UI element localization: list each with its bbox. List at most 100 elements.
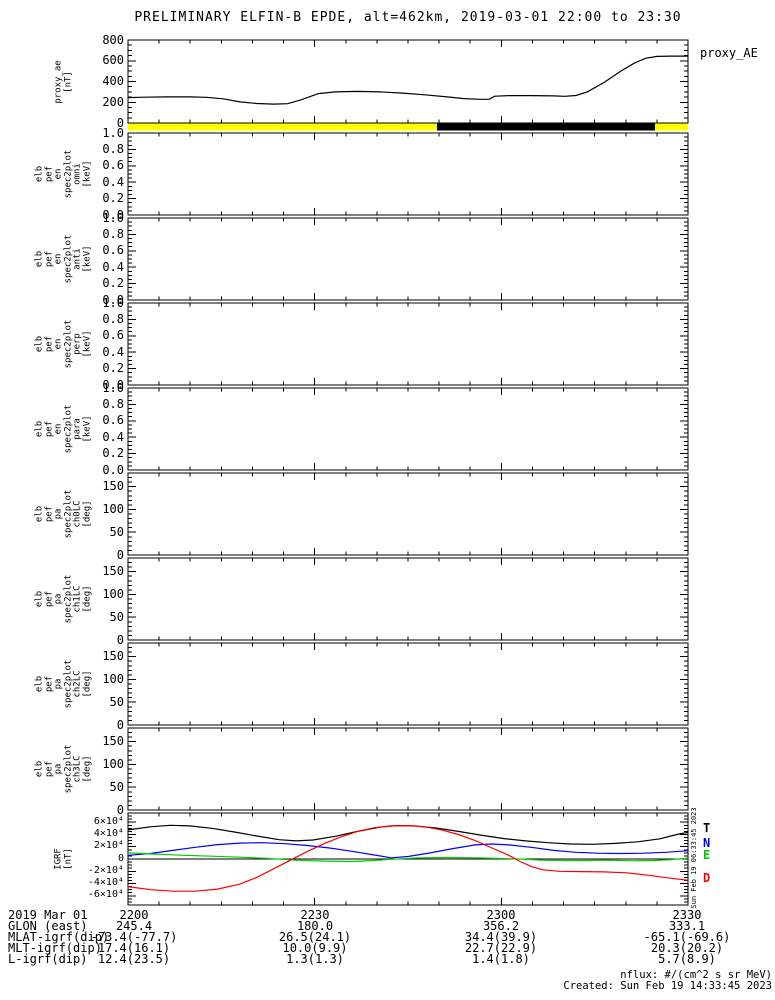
ytick-label: 0 (116, 632, 124, 647)
row-value: 356.2 (482, 919, 520, 933)
panel-en-spec2plot-para (127, 387, 689, 471)
orbit-band-segment (128, 123, 438, 131)
legend-T: T (703, 821, 711, 835)
row-value: -65.1(-69.6) (643, 930, 731, 944)
row-label-4: L-igrf(dip) (8, 952, 88, 966)
ytick-label: 0.4 (102, 429, 124, 444)
row-label-2: MLAT-igrf(dip) (8, 930, 110, 944)
panel-igrf (127, 812, 689, 906)
axis-label-pa-spec2plot-ch3LC: elb pef pa spec2plot ch3LC [deg] (34, 744, 93, 794)
ytick-label: 1.0 (102, 125, 124, 140)
ytick-label: 0 (117, 852, 124, 864)
panel-pa-spec2plot-ch2LC (127, 642, 689, 726)
ytick-label: 0.2 (102, 276, 124, 291)
ytick-label: 100 (102, 671, 124, 686)
legend-D: D (703, 871, 711, 885)
panel-proxy_ae (127, 39, 689, 124)
axis-label-en-spec2plot-para: elb pef en spec2plot para [keV] (34, 404, 93, 454)
legend-N: N (703, 836, 711, 850)
row-label-3: MLT-igrf(dip) (8, 941, 102, 955)
ytick-label: 4×10⁴ (93, 827, 124, 839)
axis-label-proxy_ae: proxy_ae [nT] (53, 59, 74, 104)
ytick-label: 50 (109, 524, 124, 539)
series-E (127, 852, 689, 863)
ytick-label: 0.4 (102, 344, 124, 359)
orbit-band-segment (654, 123, 688, 131)
row-value: 20.3(20.2) (650, 941, 724, 955)
ytick-label: 200 (102, 94, 124, 109)
row-value: 1.3(1.3) (286, 952, 344, 966)
row-value: 26.5(24.1) (278, 930, 352, 944)
ytick-label: 800 (102, 32, 124, 47)
row-value: 245.4 (115, 919, 153, 933)
row-value: 333.1 (668, 919, 706, 933)
panel-orbit-bar (128, 123, 688, 131)
ytick-label: 50 (109, 609, 124, 624)
series-N (127, 842, 689, 859)
ytick-label: 6×10⁴ (93, 815, 124, 827)
ytick-label: 150 (102, 649, 124, 664)
ytick-label: 0.0 (102, 292, 124, 307)
page-title: PRELIMINARY ELFIN-B EPDE, alt=462km, 201… (134, 10, 682, 25)
panel-border (127, 217, 689, 301)
ytick-label: 0.8 (102, 141, 124, 156)
panel-border (127, 39, 689, 124)
panel-border (127, 557, 689, 641)
ytick-label: 100 (102, 756, 124, 771)
ytick-label: 1.0 (102, 380, 124, 395)
row-value: 17.4(16.1) (97, 941, 171, 955)
axis-label-pa-spec2plot-ch0LC: elb pef pa spec2plot ch0LC [deg] (34, 489, 93, 539)
ytick-label: 0.2 (102, 446, 124, 461)
ytick-label: 0.2 (102, 361, 124, 376)
ytick-label: 0 (116, 717, 124, 732)
ytick-label: 0.0 (102, 207, 124, 222)
ytick-label: 0.8 (102, 226, 124, 241)
series-D (127, 824, 689, 892)
ytick-label: 150 (102, 734, 124, 749)
row-value: 2200 (119, 908, 149, 922)
panel-border (127, 727, 689, 811)
ytick-label: 0.0 (102, 377, 124, 392)
panel-en-spec2plot-perp (127, 302, 689, 386)
panel-border (127, 472, 689, 556)
ytick-label: 0.6 (102, 328, 124, 343)
axis-label-en-spec2plot-anti: elb pef en spec2plot anti [keV] (34, 234, 93, 284)
axis-label-pa-spec2plot-ch1LC: elb pef pa spec2plot ch1LC [deg] (34, 574, 93, 624)
ytick-label: 0.6 (102, 243, 124, 258)
row-value: -73.4(-77.7) (90, 930, 178, 944)
ytick-label: -2×10⁴ (87, 864, 124, 876)
ytick-label: 400 (102, 74, 124, 88)
panel-pa-spec2plot-ch3LC (127, 727, 689, 811)
ytick-label: 0.8 (102, 396, 124, 411)
ytick-label: 100 (102, 586, 124, 601)
ytick-label: 0.8 (102, 311, 124, 326)
nflux-units-label: nflux: #/(cm^2 s sr MeV) (620, 969, 772, 981)
ytick-label: 50 (109, 694, 124, 709)
panel-en-spec2plot-omni (127, 132, 689, 216)
ytick-label: 0.4 (102, 174, 124, 189)
row-label-1: GLON (east) (8, 919, 88, 933)
ytick-label: 1.0 (102, 210, 124, 225)
ytick-label: 600 (102, 53, 124, 68)
ytick-label: 150 (102, 479, 124, 494)
series-T (127, 824, 689, 845)
panel-pa-spec2plot-ch1LC (127, 557, 689, 641)
row-value: 34.4(39.9) (464, 930, 538, 944)
panel-border (127, 132, 689, 216)
row-value: 1.4(1.8) (472, 952, 530, 966)
series-proxy_AE (127, 55, 688, 105)
legend-E: E (703, 848, 711, 862)
ytick-label: -6×10⁴ (87, 889, 124, 901)
proxy-ae-right-label: proxy_AE (700, 46, 758, 60)
ytick-label: 50 (109, 779, 124, 794)
ytick-label: 0 (116, 802, 124, 817)
ytick-label: -4×10⁴ (87, 877, 124, 889)
row-value: 10.0(9.9) (282, 941, 348, 955)
ytick-label: 100 (102, 501, 124, 516)
ytick-label: 150 (102, 564, 124, 579)
panel-border (127, 387, 689, 471)
row-value: 2300 (486, 908, 516, 922)
axis-label-pa-spec2plot-ch2LC: elb pef pa spec2plot ch2LC [deg] (34, 659, 93, 709)
axis-label-igrf: IGRF [nT] (53, 848, 74, 870)
created-timestamp: Created: Sun Feb 19 14:33:45 2023 (563, 980, 772, 992)
